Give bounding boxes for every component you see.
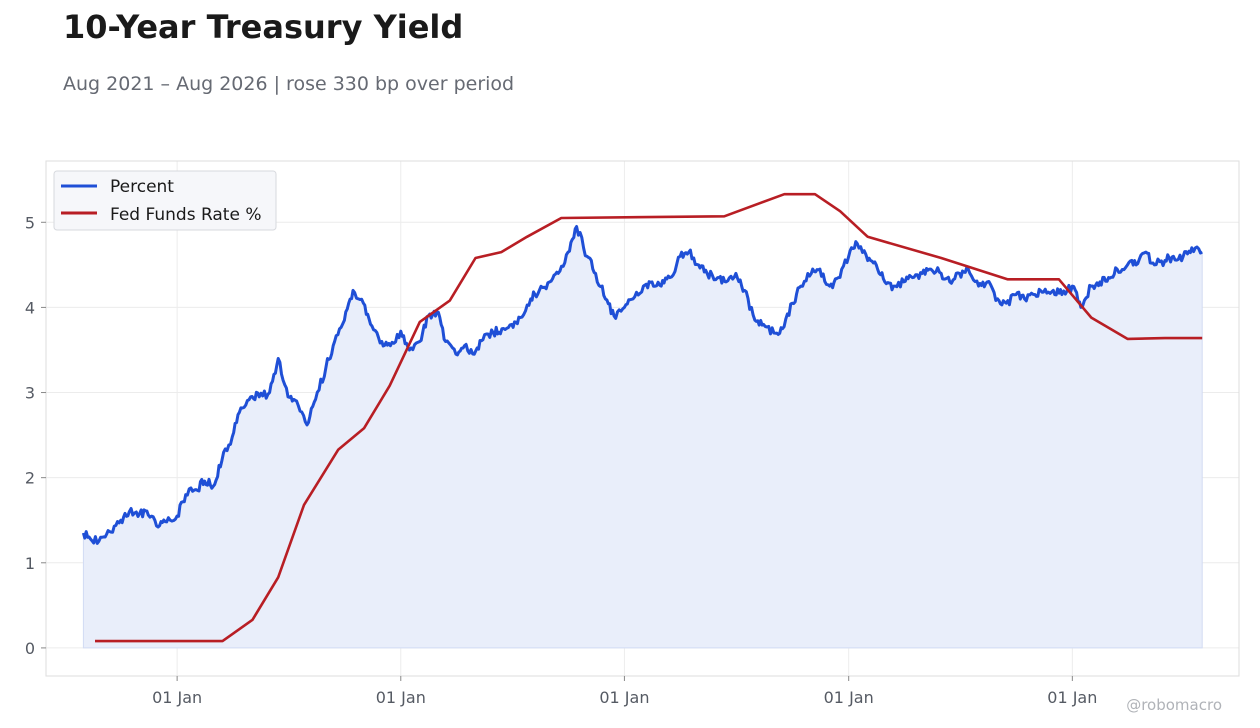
credit-watermark: @robomacro	[1126, 696, 1222, 714]
fed-funds-line	[95, 192, 1203, 643]
y-tick-label: 4	[25, 298, 35, 317]
y-tick-label: 5	[25, 213, 35, 232]
legend: Percent Fed Funds Rate %	[53, 170, 277, 231]
x-tick-label: 01 Jan	[1047, 688, 1097, 707]
legend-box	[53, 170, 277, 231]
axis-ticks: 0 1 2 3 4 5 01 Jan 01 Jan 01 Jan 01 Jan 01 Jan	[25, 213, 1098, 707]
y-tick-label: 3	[25, 384, 35, 403]
y-tick-label: 0	[25, 639, 35, 658]
x-tick-label: 01 Jan	[824, 688, 874, 707]
y-tick-label: 1	[25, 554, 35, 573]
x-tick-label: 01 Jan	[376, 688, 426, 707]
plot-frame	[45, 160, 1240, 677]
legend-label-percent: Percent	[110, 177, 174, 197]
x-tick-label: 01 Jan	[152, 688, 202, 707]
chart-title: 10-Year Treasury Yield	[63, 8, 464, 46]
y-tick-label: 2	[25, 469, 35, 488]
legend-label-fed-funds: Fed Funds Rate %	[110, 205, 262, 225]
chart-subtitle: Aug 2021 – Aug 2026 | rose 330 bp over p…	[63, 73, 515, 95]
yield-line	[81, 225, 1203, 545]
x-tick-label: 01 Jan	[599, 688, 649, 707]
